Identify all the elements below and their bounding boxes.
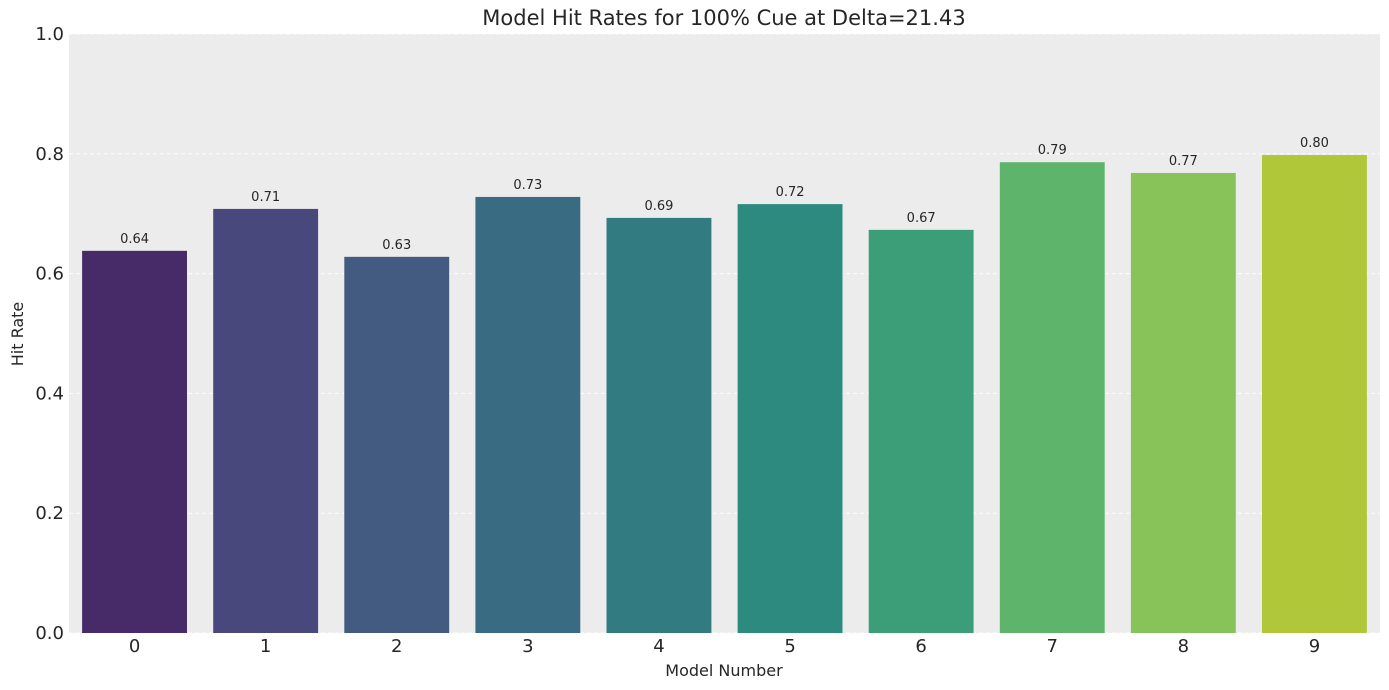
value-labels: 0.64 0.71 0.63 0.73 0.69 0.72 0.67 0.79 0.77 0.80: [120, 136, 1329, 253]
bar-value-label: 0.67: [907, 211, 936, 226]
x-tick-label: 6: [915, 636, 926, 657]
bar-value-label: 0.73: [513, 178, 542, 193]
x-axis-label: Model Number: [665, 661, 783, 680]
bar: [1262, 154, 1367, 634]
bar: [999, 162, 1105, 633]
bar: [82, 250, 187, 633]
y-tick-label: 0.0: [35, 623, 64, 644]
bar-value-label: 0.64: [120, 232, 149, 247]
x-tick-label: 1: [260, 636, 271, 657]
bar-value-label: 0.69: [644, 199, 673, 214]
bar-value-label: 0.72: [776, 185, 805, 200]
bars: [82, 154, 1367, 634]
x-tick-label: 2: [391, 636, 402, 657]
bar: [1130, 172, 1236, 633]
x-tick-labels: 0 1 2 3 4 5 6 7 8 9: [129, 636, 1320, 657]
x-tick-label: 9: [1309, 636, 1320, 657]
bar-value-label: 0.71: [251, 190, 280, 205]
x-tick-label: 0: [129, 636, 140, 657]
x-tick-label: 5: [784, 636, 795, 657]
y-tick-label: 0.6: [35, 264, 64, 285]
bar: [868, 229, 974, 634]
bar-value-label: 0.79: [1038, 143, 1067, 158]
y-tick-labels: 0.0 0.2 0.4 0.6 0.8 1.0: [35, 24, 64, 644]
bar-value-label: 0.77: [1169, 154, 1198, 169]
bar: [475, 196, 581, 634]
bar-value-label: 0.80: [1300, 136, 1329, 151]
bar: [737, 204, 843, 633]
x-tick-label: 7: [1047, 636, 1058, 657]
y-tick-label: 0.2: [35, 503, 64, 524]
x-tick-label: 4: [653, 636, 664, 657]
bar: [213, 208, 319, 633]
bar-value-label: 0.63: [382, 238, 411, 253]
bar: [606, 217, 712, 633]
y-axis-label: Hit Rate: [8, 302, 27, 367]
y-tick-label: 1.0: [35, 24, 64, 45]
chart-title: Model Hit Rates for 100% Cue at Delta=21…: [482, 6, 965, 30]
y-tick-label: 0.4: [35, 383, 64, 404]
x-tick-label: 8: [1178, 636, 1189, 657]
y-tick-label: 0.8: [35, 144, 64, 165]
bar: [344, 256, 450, 633]
x-tick-label: 3: [522, 636, 533, 657]
